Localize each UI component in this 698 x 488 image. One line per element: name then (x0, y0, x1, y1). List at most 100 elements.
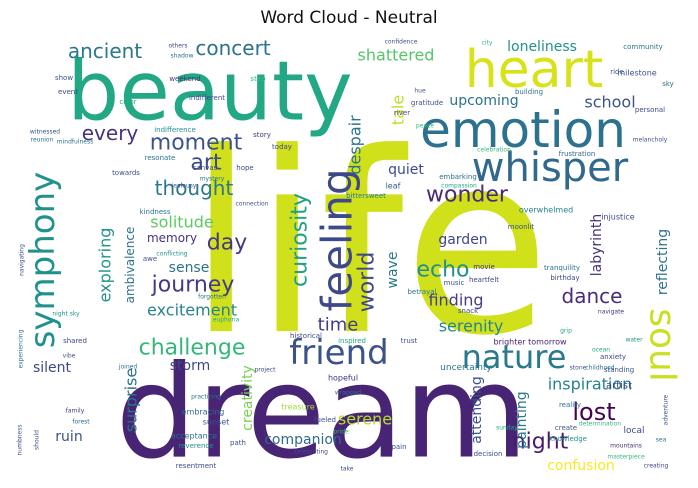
word-embarking: embarking (439, 173, 477, 181)
word-city: city (482, 40, 493, 47)
word-pain: pain (391, 443, 406, 451)
word-building: building (515, 88, 543, 96)
word-brighter-tomorrow: brighter tomorrow (493, 338, 567, 347)
word-masterpiece: masterpiece (607, 454, 645, 461)
word-upcoming: upcoming (449, 93, 518, 109)
word-snack: snack (458, 307, 479, 315)
word-ancient: ancient (68, 39, 142, 63)
word-thought: thought (155, 176, 234, 200)
word-storm: storm (170, 358, 211, 374)
word-echo: echo (416, 258, 469, 283)
word-wonder: wonder (426, 183, 509, 208)
word-confidence: confidence (385, 39, 418, 46)
word-forest: forest (72, 419, 90, 426)
word-should: should (34, 430, 41, 450)
word-sunday: sunday (496, 425, 518, 432)
word-project: project (255, 367, 276, 374)
word-creativity: creativity (240, 365, 256, 431)
word-music: music (444, 279, 465, 287)
word-night: night (512, 430, 569, 455)
word-local: local (624, 426, 645, 436)
word-beauty: beauty (67, 45, 352, 140)
word-shared: shared (63, 337, 87, 345)
word-determination: determination (579, 421, 622, 428)
word-others: others (168, 43, 187, 50)
word-gratitude: gratitude (411, 99, 443, 107)
word-personal: personal (635, 106, 665, 114)
word-knowledge: knowledge (549, 435, 587, 443)
word-attending: attending (469, 376, 485, 444)
word-pride: pride (333, 429, 349, 436)
word-overwhelmed: overwhelmed (519, 206, 573, 215)
word-creating: creating (644, 463, 669, 470)
word-story: story (253, 131, 271, 139)
word-peace: peace (416, 123, 434, 130)
word-event: event (58, 88, 78, 96)
word-silent: silent (33, 360, 72, 376)
word-experiencing: experiencing (18, 329, 25, 368)
word-towards: towards (112, 169, 140, 177)
word-adventure: adventure (663, 394, 670, 425)
word-reflecting: reflecting (655, 229, 671, 295)
word-fueled: fueled (314, 416, 336, 424)
word-celebration: celebration (477, 147, 511, 154)
word-shadow: shadow (171, 53, 194, 60)
word-heart: heart (465, 40, 604, 100)
word-kindness: kindness (140, 208, 171, 216)
word-sea: sea (656, 437, 667, 444)
word-soul: soul (642, 308, 683, 382)
word-grip: grip (560, 328, 572, 335)
word-dance: dance (562, 284, 623, 308)
chart-title: Word Cloud - Neutral (260, 8, 438, 28)
word-treasure: treasure (281, 403, 314, 412)
word-solitude: solitude (150, 213, 213, 232)
word-today: today (272, 143, 292, 151)
word-painting: painting (514, 391, 530, 448)
word-resonate: resonate (145, 154, 176, 162)
word-companion: companion (264, 432, 342, 448)
word-memory: memory (147, 231, 197, 245)
word-challenge: challenge (139, 336, 246, 361)
word-path: path (230, 439, 246, 447)
word-decision: decision (474, 450, 503, 458)
word-indifferent: indifferent (189, 94, 225, 102)
word-movie: movie (473, 263, 495, 271)
word-celebrating: celebrating (294, 449, 328, 456)
word-reality: reality (559, 401, 581, 409)
word-world: world (355, 252, 380, 313)
word-ambivalence: ambivalence (123, 227, 137, 304)
word-confusion: confusion (547, 458, 615, 474)
word-betrayal: betrayal (407, 288, 436, 296)
word-mindfulness: mindfulness (57, 139, 93, 146)
word-childhood: childhood (585, 365, 614, 372)
word-journey: journey (151, 273, 235, 298)
word-navigate: navigate (598, 309, 625, 316)
word-lost: lost (572, 398, 615, 426)
word-serenity: serenity (439, 317, 504, 336)
word-embracing: embracing (182, 408, 225, 417)
word-compassion: compassion (441, 183, 477, 190)
word-hue: hue (414, 88, 426, 95)
word-symphony: symphony (23, 172, 63, 349)
word-emotion: emotion (420, 101, 626, 159)
word-uncertainty: uncertainty (440, 363, 492, 373)
word-river: river (394, 109, 410, 117)
word-moment: moment (150, 131, 243, 156)
word-melancholy: melancholy (633, 137, 668, 144)
word-tranquility: tranquility (544, 264, 580, 272)
word-tale: tale (389, 95, 408, 125)
word-ocean: ocean (592, 347, 610, 354)
word-joined: joined (118, 364, 137, 371)
word-euphoria: euphoria (213, 317, 240, 324)
word-stone: stone (570, 365, 587, 372)
word-dream: dream (116, 339, 529, 488)
word-mountains: mountains (610, 443, 642, 450)
word-shattered: shattered (358, 46, 435, 65)
word-sky: sky (662, 80, 674, 88)
word-labyrinth: labyrinth (589, 214, 605, 277)
word-take: take (341, 466, 354, 473)
word-feeling: feeling (313, 168, 362, 311)
word-wave: wave (385, 252, 401, 289)
word-awe: awe (143, 255, 157, 263)
word-garden: garden (438, 232, 487, 248)
